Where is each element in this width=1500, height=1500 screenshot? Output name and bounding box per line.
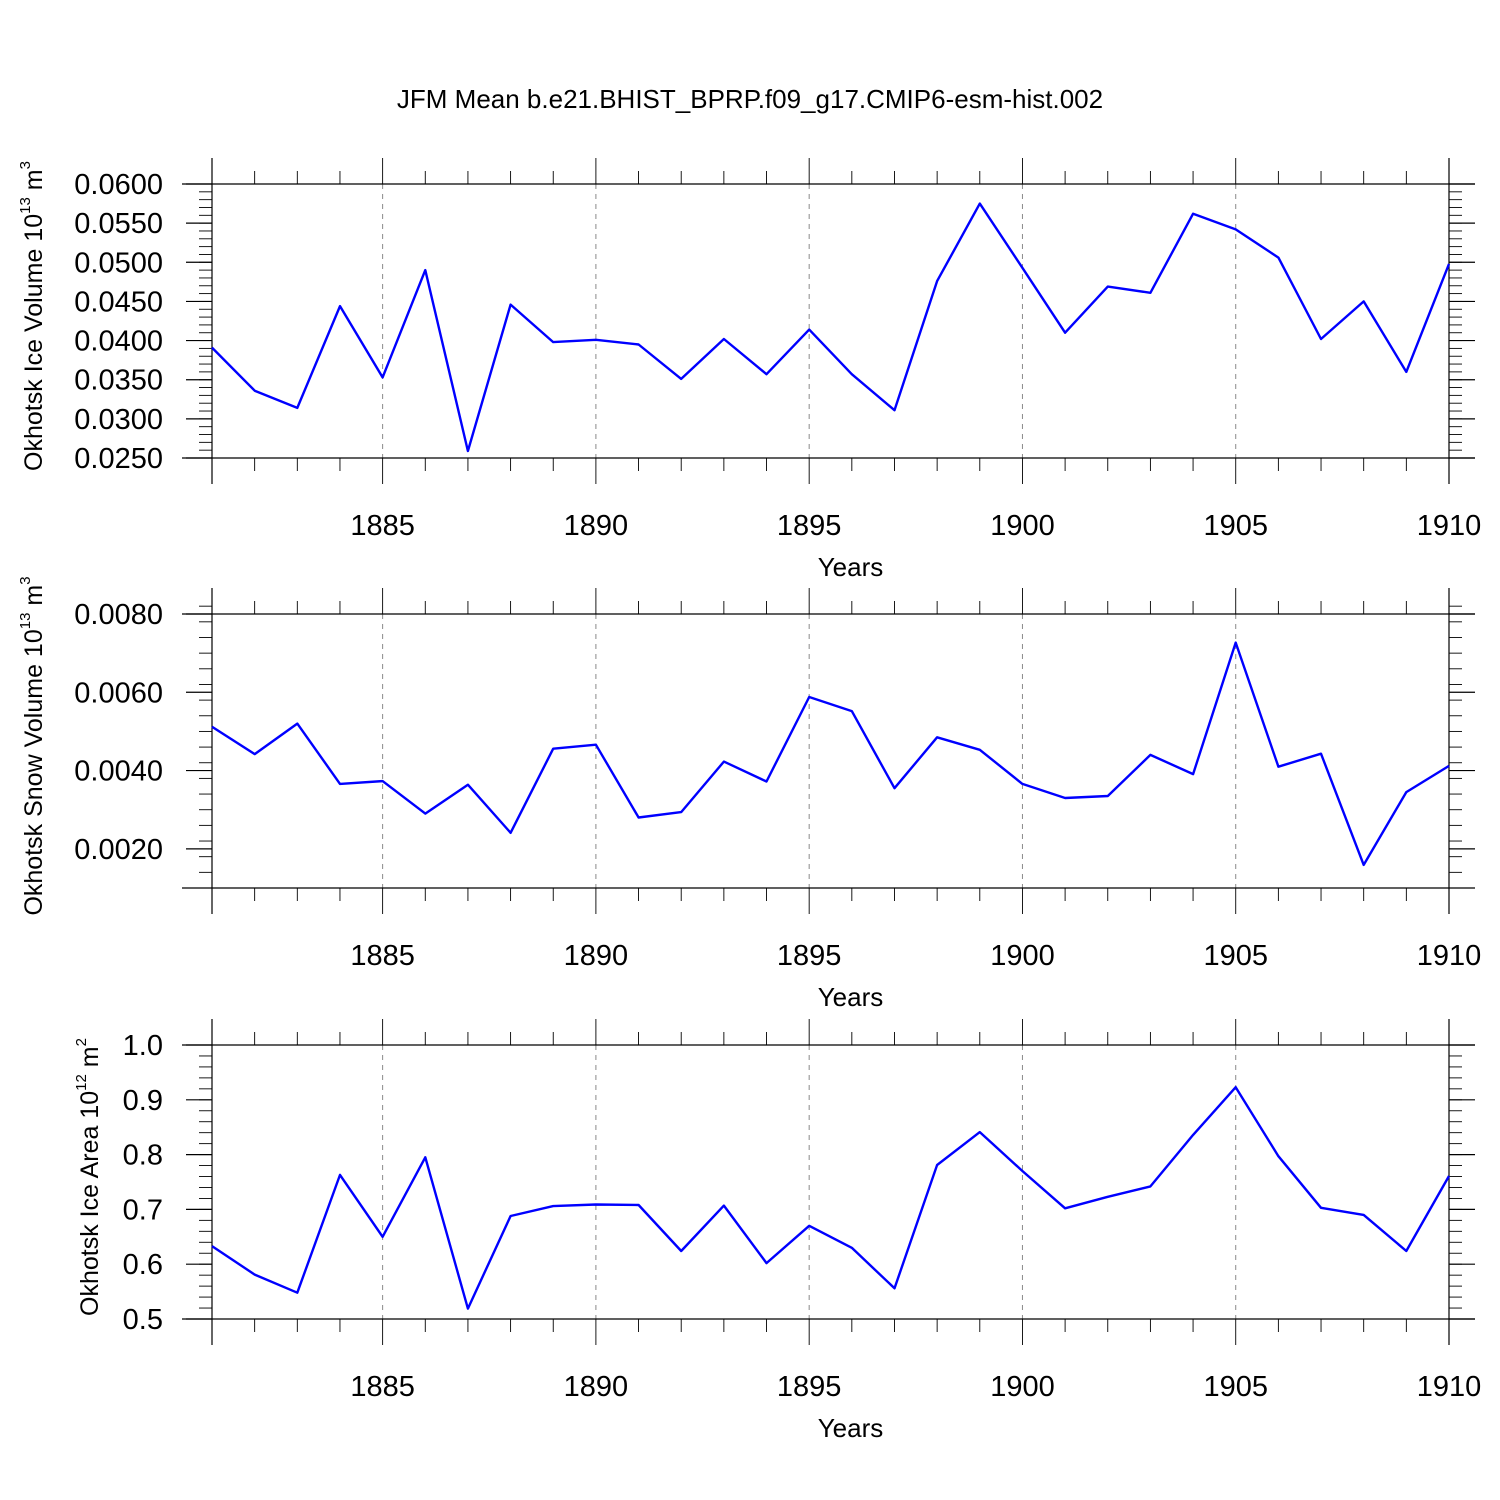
y-tick-label: 0.8 xyxy=(123,1140,163,1172)
y-tick-label: 0.0080 xyxy=(74,599,163,631)
y-axis-label: Okhotsk Ice Area 1012 m2 xyxy=(73,1038,104,1316)
y-tick-label: 0.9 xyxy=(123,1085,163,1117)
chart-title: JFM Mean b.e21.BHIST_BPRP.f09_g17.CMIP6-… xyxy=(397,84,1103,114)
x-tick-label: 1905 xyxy=(1203,1371,1268,1403)
y-tick-label: 0.0600 xyxy=(74,169,163,201)
y-tick-label: 0.0040 xyxy=(74,756,163,788)
y-tick-label: 0.6 xyxy=(123,1249,163,1281)
y-tick-label: 0.0250 xyxy=(74,443,163,475)
y-tick-label: 0.0500 xyxy=(74,247,163,279)
x-tick-label: 1885 xyxy=(350,1371,415,1403)
x-tick-label: 1895 xyxy=(777,510,842,542)
x-tick-label: 1890 xyxy=(564,1371,629,1403)
x-tick-label: 1900 xyxy=(990,1371,1055,1403)
y-tick-label: 0.7 xyxy=(123,1194,163,1226)
x-tick-label: 1885 xyxy=(350,510,415,542)
x-tick-label: 1910 xyxy=(1417,1371,1482,1403)
x-tick-label: 1905 xyxy=(1203,510,1268,542)
x-tick-label: 1895 xyxy=(777,940,842,972)
x-tick-label: 1895 xyxy=(777,1371,842,1403)
x-axis-label: Years xyxy=(818,1413,884,1443)
x-axis-label: Years xyxy=(818,552,884,582)
y-tick-label: 0.0350 xyxy=(74,365,163,397)
y-tick-label: 0.0550 xyxy=(74,208,163,240)
x-tick-label: 1885 xyxy=(350,940,415,972)
y-tick-label: 0.0060 xyxy=(74,677,163,709)
series-line-ice_volume xyxy=(211,202,1451,453)
x-tick-label: 1910 xyxy=(1417,510,1482,542)
y-tick-label: 0.0450 xyxy=(74,286,163,318)
y-tick-label: 0.5 xyxy=(123,1304,163,1336)
series-line-ice_area xyxy=(211,1085,1451,1310)
series-line-snow_volume xyxy=(211,641,1450,867)
x-tick-label: 1890 xyxy=(564,510,629,542)
y-tick-label: 0.0020 xyxy=(74,834,163,866)
x-tick-label: 1905 xyxy=(1203,940,1268,972)
x-tick-label: 1890 xyxy=(564,940,629,972)
x-tick-label: 1910 xyxy=(1417,940,1482,972)
x-tick-label: 1900 xyxy=(990,940,1055,972)
y-tick-label: 0.0300 xyxy=(74,404,163,436)
panel-snow-volume: 1885 1890 1895 1900 1905 1910 Years 0.0020 0.004… xyxy=(17,576,1481,1012)
x-axis-label: Years xyxy=(818,982,884,1012)
panel-ice-area: 1885 1890 1895 1900 1905 1910 Years 0.5 0.6 0.7 0.… xyxy=(73,1019,1481,1443)
y-axis-label: Okhotsk Snow Volume 1013 m3 xyxy=(17,576,48,915)
panel-ice-volume: 1885 1890 1895 1900 1905 1910 Years 0.0250 0.030… xyxy=(17,158,1481,582)
y-tick-label: 0.0400 xyxy=(74,326,163,358)
y-axis-label: Okhotsk Ice Volume 1013 m3 xyxy=(17,161,48,471)
y-tick-label: 1.0 xyxy=(123,1030,163,1062)
x-tick-label: 1900 xyxy=(990,510,1055,542)
